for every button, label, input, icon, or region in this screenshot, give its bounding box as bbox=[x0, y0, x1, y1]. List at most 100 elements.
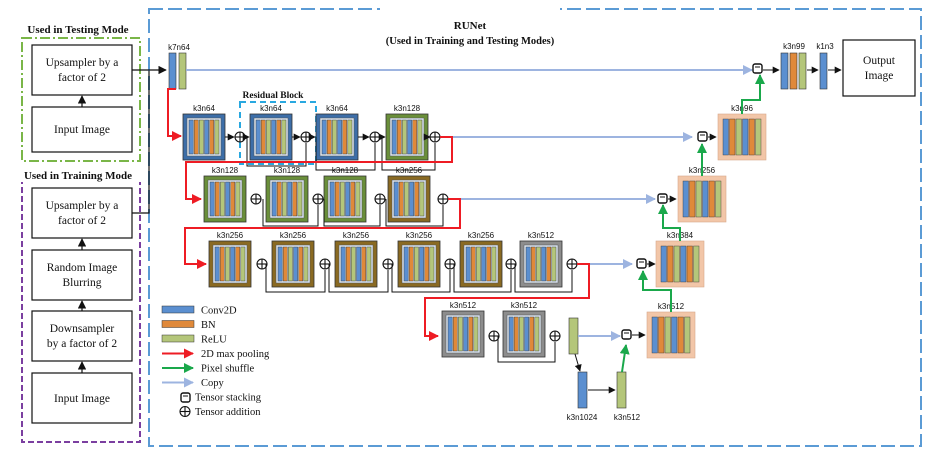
testing-upsampler-line2: factor of 2 bbox=[58, 72, 106, 84]
row4-block-1-label: k3n512 bbox=[450, 301, 477, 310]
pool-arrow-row4 bbox=[424, 263, 590, 341]
row4-block-2-bar bbox=[508, 316, 514, 352]
row3-block-4-bar bbox=[424, 246, 430, 282]
pool-arrow-row3 bbox=[184, 198, 461, 269]
output-image-line1: Output bbox=[863, 55, 896, 67]
residual-block-label: Residual Block bbox=[243, 91, 305, 101]
decoder-block-k3n96-bar bbox=[748, 118, 755, 156]
row3-block-5-bar bbox=[481, 246, 486, 282]
legend-item-bn: BN bbox=[161, 320, 216, 331]
row1-block-2-bar bbox=[276, 119, 282, 155]
row3-block-6-bar bbox=[541, 246, 546, 282]
training-downsampler-line1: Downsampler bbox=[50, 323, 115, 335]
row2-block-4-bar bbox=[419, 181, 425, 217]
row3-block-2-bar bbox=[288, 246, 293, 282]
row3-block-5-bar bbox=[476, 246, 481, 282]
row1-skip-1 bbox=[246, 137, 307, 167]
row3-block-5-bar bbox=[470, 246, 476, 282]
decoder-block-k3n96-bar bbox=[742, 118, 749, 156]
row1-block-4-bar bbox=[417, 119, 423, 155]
row2-block-1: k3n128 bbox=[203, 166, 247, 223]
testing-input-box bbox=[31, 106, 133, 153]
row3-block-1-bar bbox=[219, 246, 225, 282]
row2-block-3-label: k3n128 bbox=[332, 166, 359, 175]
row3-block-1: k3n256 bbox=[208, 231, 252, 288]
stack-row2 bbox=[657, 193, 668, 204]
row3-block-1-bar bbox=[235, 246, 241, 282]
row3-block-4-bar bbox=[414, 246, 419, 282]
row1-block-1-label: k3n64 bbox=[193, 104, 215, 113]
shuffle-arrow-2 bbox=[658, 204, 681, 241]
decoder-block-k3n384-bar bbox=[686, 245, 693, 283]
tensor-stacking-box bbox=[697, 131, 708, 142]
row3-block-1-bar bbox=[214, 246, 220, 282]
row1-skip-3 bbox=[381, 137, 436, 171]
row3-block-1-label: k3n256 bbox=[217, 231, 244, 240]
row3-block-3-bar bbox=[366, 246, 372, 282]
row3-block-6-label: k3n512 bbox=[528, 231, 555, 240]
decoder-block-k3n256-bar bbox=[715, 180, 722, 218]
row3-block-1-bar bbox=[225, 246, 230, 282]
legend-stack-icon bbox=[180, 392, 191, 403]
row1-block-3-bar bbox=[337, 119, 342, 155]
pool-arrow-row1 bbox=[167, 88, 182, 141]
row4-block-1-bar bbox=[447, 316, 453, 352]
shuffle-arrow-bottom bbox=[619, 344, 630, 373]
row4-block-1: k3n512 bbox=[441, 301, 485, 358]
row2-block-1-bar bbox=[230, 181, 236, 217]
decoder-block-k3n384-bar bbox=[673, 245, 680, 283]
decoder-block-k3n96-bar bbox=[755, 118, 762, 156]
row3-block-1-bar bbox=[230, 246, 235, 282]
runet-title: RUNet bbox=[454, 20, 487, 32]
bottom-label-1: k3n1024 bbox=[567, 413, 598, 422]
row4-block-2-bar bbox=[513, 316, 519, 352]
legend-item-conv2d: Conv2D bbox=[161, 305, 237, 317]
legend-item-copy: Copy bbox=[162, 377, 225, 389]
tensor-stacking-box bbox=[636, 258, 647, 269]
legend: Conv2D BN ReLU 2D max pooling Pixel shuffle C… bbox=[161, 305, 270, 418]
first-relu-bar bbox=[178, 52, 187, 90]
legend-label: ReLU bbox=[201, 335, 227, 346]
row2-block-3-bar bbox=[334, 181, 340, 217]
row3-block-3-bar bbox=[361, 246, 367, 282]
row2-block-1-bar bbox=[235, 181, 241, 217]
row2-block-4-label: k3n256 bbox=[396, 166, 423, 175]
row3-block-4-bar bbox=[419, 246, 424, 282]
row3-block-5-label: k3n256 bbox=[468, 231, 495, 240]
row1-block-2: k3n64 bbox=[249, 104, 293, 161]
row1-block-1-bar bbox=[193, 119, 199, 155]
row3-block-1-bar bbox=[240, 246, 246, 282]
row3-block-5-bar bbox=[491, 246, 497, 282]
row3-skip-5 bbox=[514, 264, 573, 293]
legend-label: Tensor addition bbox=[195, 407, 261, 418]
decoder-block-k3n384-bar bbox=[667, 245, 674, 283]
row1-block-3-label: k3n64 bbox=[326, 104, 348, 113]
final-bar-2 bbox=[789, 52, 798, 90]
row1-block-1: k3n64 bbox=[182, 104, 226, 161]
row1-block-4-bar bbox=[396, 119, 402, 155]
legend-label: 2D max pooling bbox=[201, 349, 270, 360]
row2-block-1-label: k3n128 bbox=[212, 166, 239, 175]
row3-skip-3 bbox=[391, 264, 451, 293]
legend-swatch bbox=[161, 305, 195, 314]
row2-block-4-bar bbox=[393, 181, 399, 217]
row3-block-2-bar bbox=[293, 246, 298, 282]
training-mode-panel: Used in Training Mode Upsampler by a fac… bbox=[14, 168, 142, 443]
decoder-block-k3n96-bar bbox=[722, 118, 729, 156]
row2-block-2-bar bbox=[292, 181, 298, 217]
legend-label: Copy bbox=[201, 378, 225, 389]
row3-block-6: k3n512 bbox=[519, 231, 563, 288]
row2-block-4-bar bbox=[414, 181, 420, 217]
training-upsampler-box bbox=[31, 187, 133, 239]
decoder-block-k3n384-bar bbox=[693, 245, 700, 283]
row3-block-5-bar bbox=[486, 246, 492, 282]
row4-block-1-bar bbox=[452, 316, 458, 352]
row2-block-2-bar bbox=[297, 181, 303, 217]
tensor-stacking-box bbox=[752, 63, 763, 74]
first-conv-bar bbox=[168, 52, 177, 90]
row2-block-3-bar bbox=[350, 181, 356, 217]
decoder-block-k3n512-bar bbox=[658, 316, 665, 354]
row2-block-1-bar bbox=[225, 181, 230, 217]
row1-block-3-bar bbox=[332, 119, 337, 155]
